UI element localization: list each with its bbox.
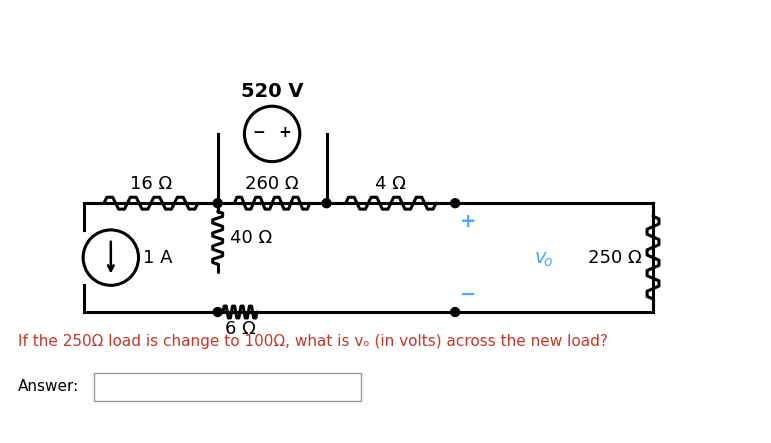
Text: 250 Ω: 250 Ω: [588, 249, 641, 267]
Text: +: +: [460, 211, 476, 230]
Text: o: o: [544, 255, 552, 268]
Circle shape: [451, 307, 460, 316]
Text: 4 Ω: 4 Ω: [375, 175, 406, 193]
Circle shape: [214, 307, 222, 316]
Text: 260 Ω: 260 Ω: [245, 175, 299, 193]
Text: v: v: [534, 248, 546, 267]
Text: Answer:: Answer:: [18, 379, 79, 394]
Text: If the 250Ω load is change to 100Ω, what is vₒ (in volts) across the new load?: If the 250Ω load is change to 100Ω, what…: [18, 334, 608, 349]
Circle shape: [451, 199, 460, 208]
Text: 16 Ω: 16 Ω: [130, 175, 172, 193]
Text: 6 Ω: 6 Ω: [224, 320, 255, 338]
Text: −: −: [460, 285, 476, 304]
Text: +: +: [278, 125, 291, 140]
Circle shape: [322, 199, 331, 208]
Circle shape: [214, 199, 222, 208]
Text: 40 Ω: 40 Ω: [230, 229, 271, 247]
FancyBboxPatch shape: [94, 373, 361, 401]
Text: 1 A: 1 A: [143, 249, 173, 267]
Text: −: −: [253, 125, 266, 140]
Text: 520 V: 520 V: [241, 82, 303, 101]
